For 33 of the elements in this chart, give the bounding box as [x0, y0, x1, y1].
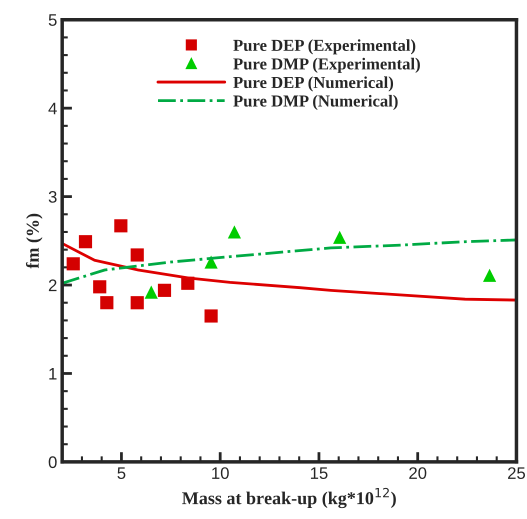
x-tick-label: 5 — [117, 467, 126, 480]
y-axis-title: fm (%) — [26, 214, 42, 269]
y-tick-label: 1 — [49, 368, 57, 380]
point — [130, 248, 144, 262]
point — [483, 268, 496, 282]
legend-label: Pure DMP (Numerical) — [233, 94, 398, 110]
line-series — [62, 242, 516, 302]
point — [66, 257, 80, 270]
x-tick-label: 25 — [508, 467, 526, 480]
x-tick-label: 10 — [212, 467, 229, 480]
point — [114, 219, 128, 232]
point — [78, 235, 92, 248]
y-tick-label: 0 — [48, 456, 57, 468]
y-tick-label: 5 — [48, 14, 57, 26]
point — [228, 225, 242, 239]
point — [144, 286, 158, 299]
legend-label: Pure DMP (Experimental) — [233, 58, 420, 73]
y-tick-label: 4 — [48, 102, 57, 114]
y-tick-label: 3 — [48, 191, 57, 203]
point — [158, 284, 172, 297]
point — [130, 296, 144, 310]
legend-label: Pure DEP (Numerical) — [233, 76, 394, 92]
line-series — [62, 238, 516, 285]
point — [100, 296, 114, 310]
point — [204, 255, 218, 269]
point — [204, 309, 218, 323]
x-tick-label: 20 — [409, 467, 426, 480]
point — [333, 230, 346, 244]
legend-label: Pure DEP (Experimental) — [233, 39, 416, 54]
x-tick-label: 15 — [310, 467, 328, 480]
point — [93, 280, 106, 294]
x-axis-title: Mass at break-up (kg*10$^{12}$) — [182, 488, 396, 508]
y-tick-label: 2 — [48, 279, 56, 292]
